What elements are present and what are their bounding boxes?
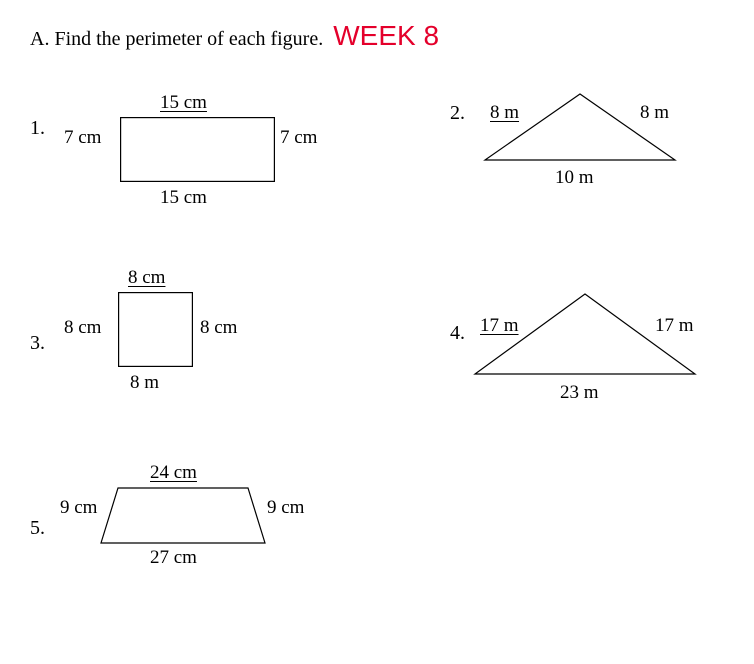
problem-4: 4. 17 m 17 m 23 m — [450, 287, 730, 427]
side-label-right: 9 cm — [267, 497, 304, 519]
problem-3: 3. 8 cm 8 cm 8 cm 8 m — [30, 272, 310, 422]
worksheet-header: A. Find the perimeter of each figure. WE… — [30, 20, 724, 52]
side-label-top: 15 cm — [160, 92, 207, 114]
side-label-left: 7 cm — [64, 127, 101, 149]
side-label-bottom: 8 m — [130, 372, 159, 394]
problem-5: 5. 24 cm 9 cm 9 cm 27 cm — [30, 467, 330, 607]
rectangle-figure — [120, 117, 275, 182]
side-label-right: 7 cm — [280, 127, 317, 149]
problem-number: 1. — [30, 117, 45, 140]
problem-2: 2. 8 m 8 m 10 m — [450, 87, 710, 217]
side-label-top: 24 cm — [150, 462, 197, 484]
side-label-base: 10 m — [555, 167, 594, 189]
triangle-figure — [480, 92, 680, 162]
side-label-top: 8 cm — [128, 267, 165, 289]
problem-number: 3. — [30, 332, 45, 355]
side-label-left: 8 cm — [64, 317, 101, 339]
instruction-text: A. Find the perimeter of each figure. — [30, 28, 323, 51]
triangle-figure — [470, 292, 700, 377]
problem-number: 5. — [30, 517, 45, 540]
side-label-right: 8 cm — [200, 317, 237, 339]
problem-number: 2. — [450, 102, 465, 125]
side-label-bottom: 15 cm — [160, 187, 207, 209]
square-figure — [118, 292, 193, 367]
side-label-bottom: 27 cm — [150, 547, 197, 569]
side-label-left: 9 cm — [60, 497, 97, 519]
trapezoid-figure — [100, 487, 270, 545]
week-label: WEEK 8 — [333, 20, 439, 52]
problem-number: 4. — [450, 322, 465, 345]
side-label-base: 23 m — [560, 382, 599, 404]
problem-1: 1. 15 cm 7 cm 7 cm 15 cm — [30, 97, 330, 237]
